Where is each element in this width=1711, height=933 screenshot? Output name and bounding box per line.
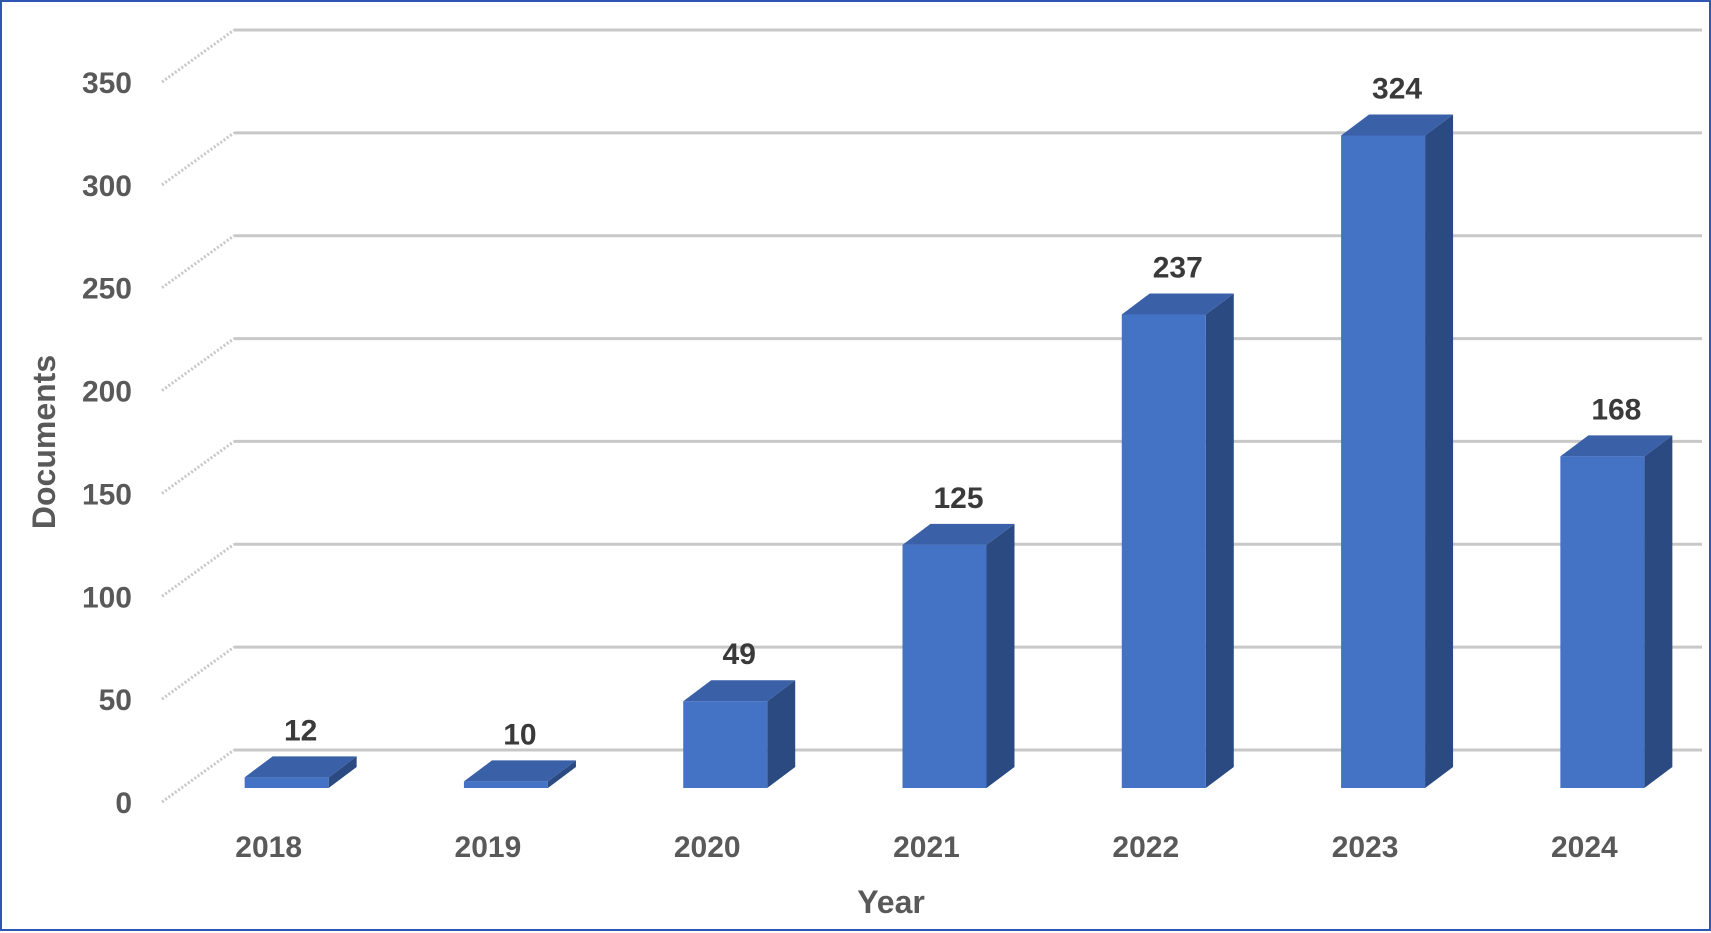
bar-side [547,760,576,788]
y-tick-label: 200 [82,376,132,409]
data-label: 12 [284,714,317,747]
y-tick-label: 250 [82,273,132,306]
gridline-diagonal [161,748,235,804]
bar-top [244,756,357,778]
y-tick-label: 300 [82,170,132,203]
bar-top [1341,114,1454,136]
bar-front [1560,456,1645,788]
bar-side [1205,293,1234,788]
bar-side [1425,114,1454,788]
bar-top [463,760,576,782]
bars [244,114,1673,788]
gridline-diagonal [161,337,235,392]
x-axis-title: Year [857,884,925,920]
data-label: 49 [723,638,756,671]
x-tick-label: 2021 [893,831,960,864]
data-label: 168 [1591,393,1641,426]
data-label: 125 [933,482,983,515]
gridline-diagonal [161,28,235,84]
y-tick-label: 350 [82,67,132,100]
bar-front [902,544,987,788]
data-label: 324 [1372,72,1422,105]
x-axis-ticks: 2018 2019 2020 2021 2022 2023 2024 [235,831,1618,864]
data-label: 237 [1153,251,1203,284]
x-tick-label: 2022 [1112,831,1179,864]
y-tick-label: 150 [82,478,132,511]
bar-front [683,701,768,788]
y-tick-label: 100 [82,581,132,614]
bar [463,760,576,788]
bar-side [986,523,1015,788]
x-tick-label: 2023 [1332,831,1399,864]
gridline-diagonal [161,543,235,598]
bar [902,523,1015,788]
bar [1341,114,1454,788]
y-axis-title: Documents [26,355,62,529]
bar-front [244,777,329,788]
x-tick-label: 2024 [1551,831,1618,864]
bar-front [463,781,548,788]
x-tick-label: 2020 [674,831,741,864]
gridline-diagonal [161,440,235,495]
bar-side [767,680,796,788]
x-tick-label: 2019 [455,831,522,864]
bar-front [1341,135,1426,788]
data-label: 10 [503,718,536,751]
y-tick-label: 0 [115,787,132,820]
bar-side [1644,435,1673,788]
y-tick-label: 50 [99,684,132,717]
data-labels: 12 10 49 125 237 324 168 [284,72,1641,751]
bar-top [683,680,796,702]
bar-top [1121,293,1234,315]
gridline-diagonal [161,645,235,701]
gridline-diagonal [161,131,235,187]
x-tick-label: 2018 [235,831,302,864]
bar [683,680,796,788]
bar [244,756,357,788]
gridline-diagonal [161,234,235,289]
bar [1121,293,1234,788]
y-axis-ticks: 0 50 100 150 200 250 300 350 [82,67,132,820]
bar [1560,435,1673,788]
bar-top [1560,435,1673,457]
bar-side [328,756,357,788]
bar-front [1121,314,1206,788]
bar-top [902,523,1015,545]
